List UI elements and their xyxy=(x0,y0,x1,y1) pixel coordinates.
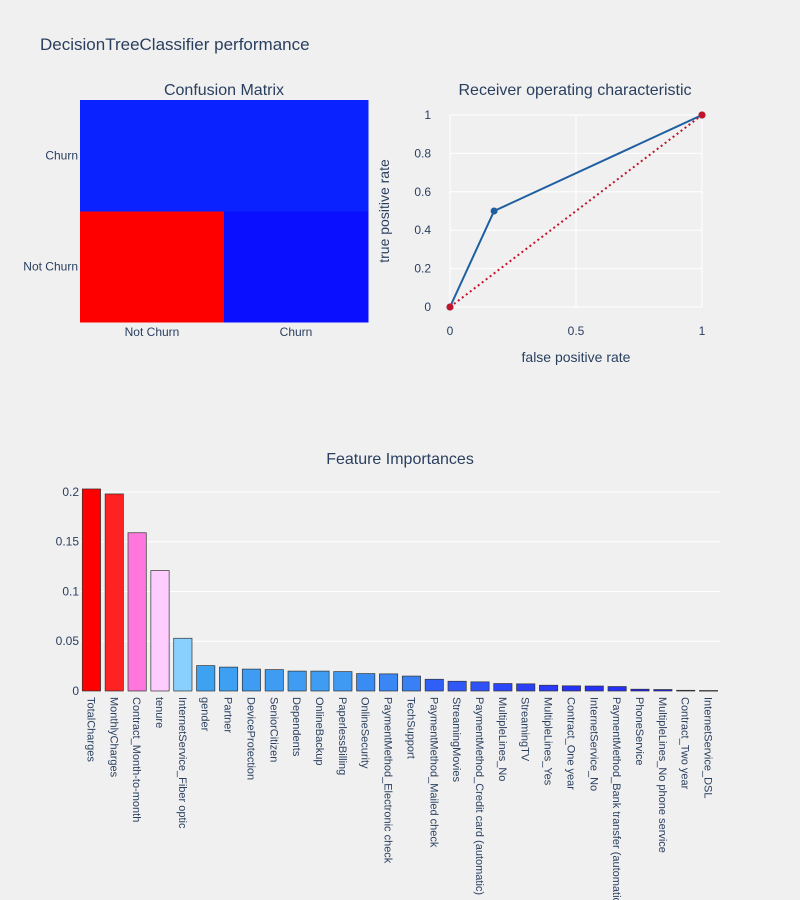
roc-x-axis-label: false positive rate xyxy=(522,349,631,365)
fi-y-tick-label: 0.1 xyxy=(62,584,79,598)
feature-bar xyxy=(81,488,101,692)
feature-tick-label: MonthlyCharges xyxy=(107,697,119,778)
roc-y-tick-label: 1 xyxy=(424,108,431,122)
feature-bar xyxy=(173,637,193,692)
feature-bar xyxy=(607,686,627,692)
feature-bar xyxy=(196,665,216,692)
confusion-x-tick-label: Churn xyxy=(280,325,313,339)
feature-bar xyxy=(493,683,513,692)
roc-x-tick-label: 1 xyxy=(699,324,706,338)
roc-baseline-point xyxy=(698,111,706,119)
feature-bar xyxy=(401,675,421,692)
roc-x-tick-label: 0.5 xyxy=(568,324,585,338)
roc-baseline-point xyxy=(446,303,454,311)
feature-bar xyxy=(219,666,239,692)
feature-bar xyxy=(516,683,536,692)
feature-tick-label: OnlineSecurity xyxy=(359,697,371,769)
feature-tick-label: PaymentMethod_Bank transfer (automatic) xyxy=(610,697,622,900)
confusion-cell-0-1 xyxy=(224,211,369,323)
feature-tick-label: Dependents xyxy=(290,697,302,757)
feature-bar xyxy=(287,670,307,692)
feature-tick-label: PaymentMethod_Credit card (automatic) xyxy=(473,697,485,895)
feature-tick-label: MultipleLines_Yes xyxy=(542,697,554,786)
confusion-cell-1-1 xyxy=(224,100,369,212)
feature-tick-label: InternetService_DSL xyxy=(702,697,714,799)
feature-bar xyxy=(630,688,650,692)
feature-bar xyxy=(424,678,444,692)
feature-tick-label: Contract_Month-to-month xyxy=(130,697,142,822)
feature-bar xyxy=(653,689,673,692)
feature-bar xyxy=(104,493,124,692)
confusion-cell-0-0 xyxy=(80,211,225,323)
roc-curve-point xyxy=(490,207,498,215)
feature-tick-label: PaymentMethod_Mailed check xyxy=(427,697,439,848)
confusion-matrix: Confusion Matrix Not Churn Churn Not Churn… xyxy=(23,82,369,339)
confusion-x-tick-label: Not Churn xyxy=(125,325,180,339)
fi-y-tick-label: 0.15 xyxy=(56,535,80,549)
feature-tick-label: Contract_One year xyxy=(564,697,576,790)
feature-tick-label: tenure xyxy=(153,697,165,728)
feature-importances-title: Feature Importances xyxy=(326,451,474,468)
feature-bar xyxy=(539,684,559,692)
confusion-cell-1-0 xyxy=(80,100,225,212)
feature-bar xyxy=(356,673,376,692)
feature-tick-label: DeviceProtection xyxy=(244,697,256,780)
roc-y-tick-label: 0.2 xyxy=(414,262,431,276)
confusion-matrix-title: Confusion Matrix xyxy=(164,82,284,99)
feature-tick-label: TotalCharges xyxy=(84,697,96,762)
feature-tick-label: SeniorCitizen xyxy=(267,697,279,762)
feature-tick-label: StreamingMovies xyxy=(450,697,462,782)
feature-bar xyxy=(676,689,696,692)
feature-bar xyxy=(310,670,330,692)
roc-x-tick-label: 0 xyxy=(447,324,454,338)
feature-tick-label: PaperlessBilling xyxy=(336,697,348,775)
feature-tick-label: Contract_Two year xyxy=(679,697,691,790)
feature-tick-label: TechSupport xyxy=(404,697,416,759)
feature-tick-label: PaymentMethod_Electronic check xyxy=(382,697,394,864)
feature-tick-label: MultipleLines_No phone service xyxy=(656,697,668,853)
feature-tick-label: gender xyxy=(199,697,211,732)
feature-tick-label: MultipleLines_No xyxy=(496,697,508,781)
roc-title: Receiver operating characteristic xyxy=(459,82,692,99)
feature-bar xyxy=(150,570,170,692)
feature-tick-label: Partner xyxy=(222,697,234,733)
feature-bar xyxy=(127,532,147,692)
fi-y-tick-label: 0.2 xyxy=(62,485,79,499)
roc-y-tick-label: 0.4 xyxy=(414,223,431,237)
roc-y-axis-label: true positive rate xyxy=(376,159,392,263)
feature-bar xyxy=(379,673,399,692)
roc-y-tick-label: 0.8 xyxy=(414,146,431,160)
roc-y-tick-label: 0 xyxy=(424,300,431,314)
feature-bar xyxy=(470,681,490,692)
feature-bar xyxy=(264,669,284,692)
feature-bar xyxy=(241,668,261,692)
fi-y-tick-label: 0 xyxy=(72,684,79,698)
feature-bar xyxy=(333,671,353,692)
feature-tick-label: InternetService_Fiber optic xyxy=(176,697,188,829)
roc-chart: Receiver operating characteristic 0 0.2 0.… xyxy=(376,82,706,365)
feature-bar xyxy=(584,685,604,692)
feature-bar xyxy=(561,685,581,692)
feature-tick-label: PhoneService xyxy=(633,697,645,766)
fi-y-tick-label: 0.05 xyxy=(56,634,80,648)
figure-title: DecisionTreeClassifier performance xyxy=(40,35,310,54)
feature-tick-label: OnlineBackup xyxy=(313,697,325,766)
confusion-y-tick-label: Not Churn xyxy=(23,260,78,274)
feature-tick-label: StreamingTV xyxy=(519,697,531,762)
feature-importances-chart: Feature Importances 0 0.05 0.1 0.15 0.2 Tota… xyxy=(56,451,720,900)
confusion-y-tick-label: Churn xyxy=(45,149,78,163)
feature-tick-label: InternetService_No xyxy=(587,697,599,791)
feature-bar xyxy=(447,680,467,692)
roc-y-tick-label: 0.6 xyxy=(414,185,431,199)
feature-bar xyxy=(699,690,719,692)
